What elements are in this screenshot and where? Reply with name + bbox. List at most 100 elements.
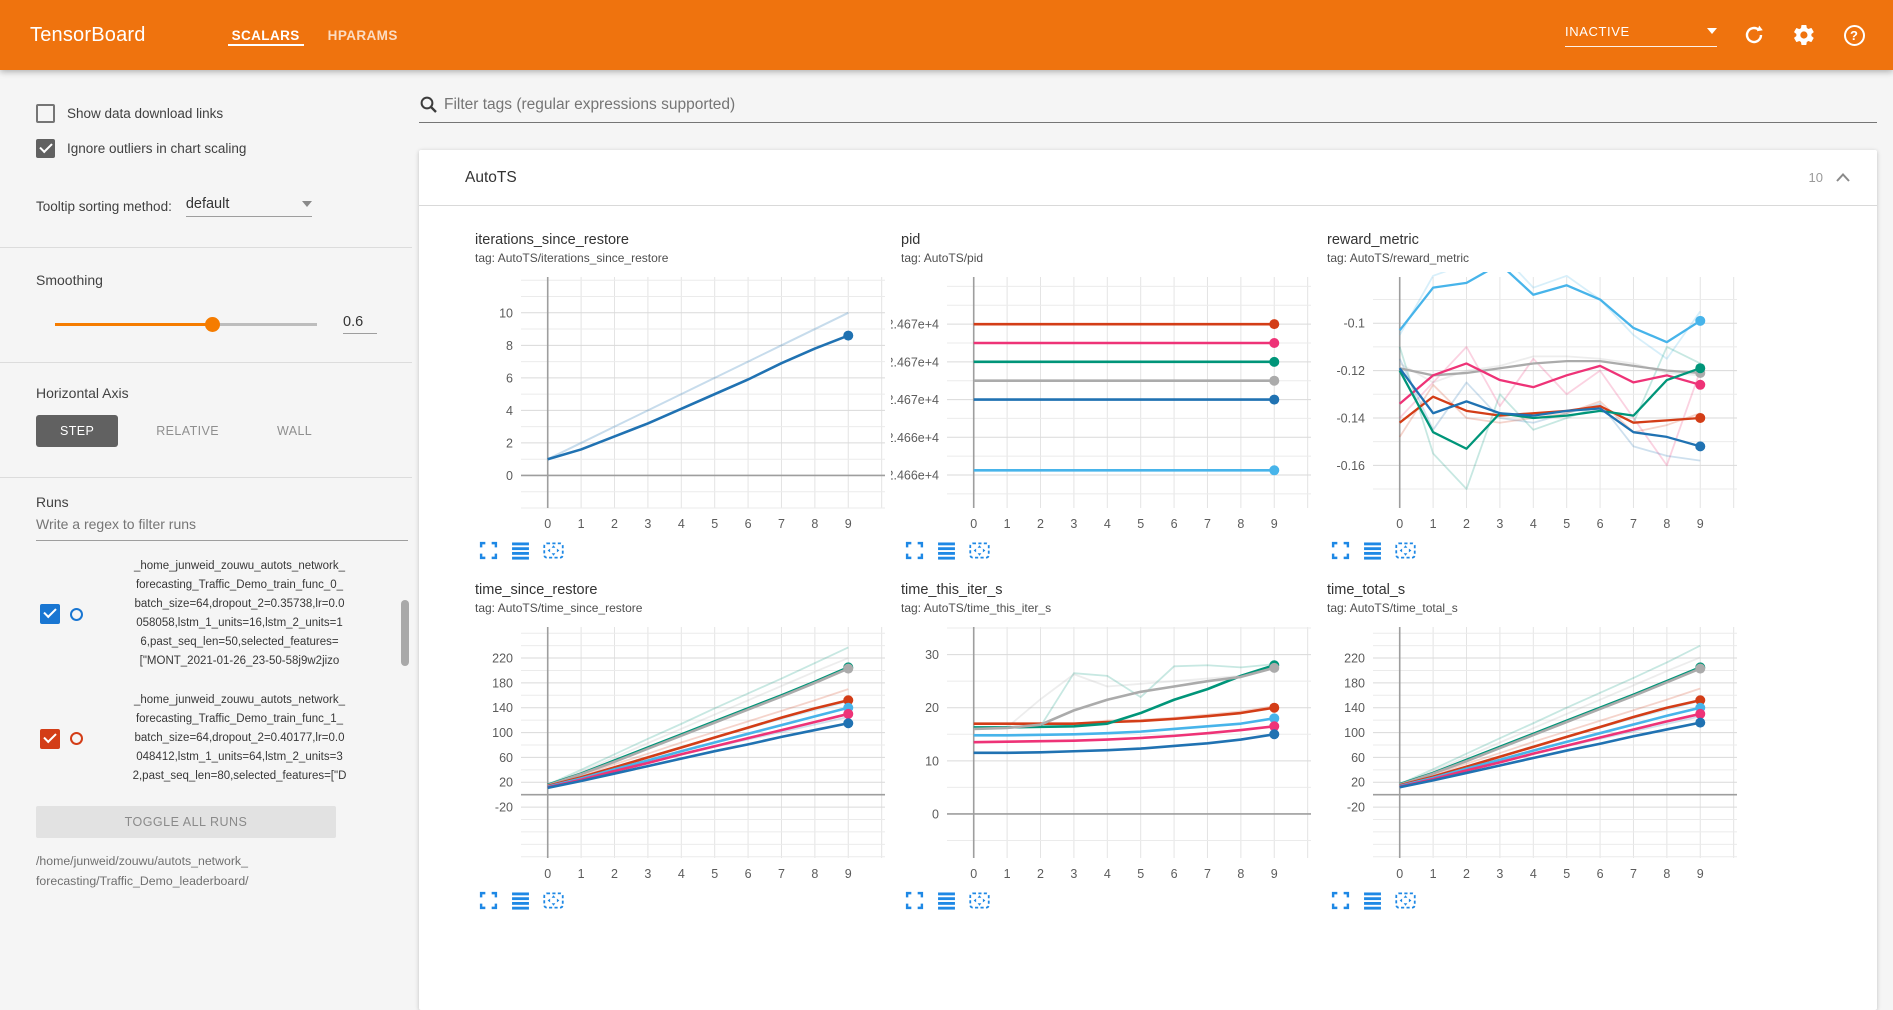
- svg-text:0: 0: [970, 517, 977, 531]
- svg-text:6: 6: [1171, 867, 1178, 881]
- tag-filter-input[interactable]: [444, 96, 1877, 114]
- tab-hparams[interactable]: HPARAMS: [314, 0, 412, 70]
- chart-plot-pid[interactable]: 2.467e+42.467e+42.467e+42.466e+42.466e+4…: [891, 272, 1315, 538]
- fit-domain-icon[interactable]: [969, 891, 990, 910]
- fit-domain-icon[interactable]: [543, 891, 564, 910]
- section-title: AutoTS: [465, 169, 517, 187]
- svg-text:7: 7: [1204, 517, 1211, 531]
- fullscreen-icon[interactable]: [905, 541, 924, 560]
- horizontal-axis-toggle: STEP RELATIVE WALL: [36, 415, 388, 447]
- chart-title: time_this_iter_s: [891, 582, 1317, 598]
- series-endpoint-run-gray: [1269, 376, 1279, 386]
- run-checkbox-icon[interactable]: [40, 604, 60, 624]
- tab-hparams-label: HPARAMS: [328, 28, 398, 43]
- run-item-1[interactable]: _home_junweid_zouwu_autots_network_forec…: [36, 691, 388, 786]
- svg-text:-20: -20: [1347, 801, 1365, 815]
- fit-domain-icon[interactable]: [1395, 541, 1416, 560]
- svg-text:3: 3: [1496, 517, 1503, 531]
- svg-text:0: 0: [506, 469, 513, 483]
- svg-text:8: 8: [1663, 867, 1670, 881]
- chevron-up-icon[interactable]: [1835, 172, 1851, 183]
- settings-gear-icon[interactable]: [1791, 22, 1817, 48]
- fullscreen-icon[interactable]: [479, 541, 498, 560]
- data-table-icon[interactable]: [1363, 891, 1382, 910]
- svg-text:0: 0: [1396, 867, 1403, 881]
- svg-text:7: 7: [1204, 867, 1211, 881]
- svg-text:60: 60: [499, 751, 513, 765]
- svg-text:4: 4: [678, 517, 685, 531]
- sidebar-scrollbar[interactable]: [401, 600, 409, 666]
- chart-tag: tag: AutoTS/iterations_since_restore: [465, 251, 891, 265]
- axis-wall-button[interactable]: WALL: [257, 415, 332, 447]
- run-radio-icon[interactable]: [70, 608, 83, 621]
- smoothing-value-field[interactable]: 0.6: [343, 314, 377, 334]
- chart-tag: tag: AutoTS/time_this_iter_s: [891, 601, 1317, 615]
- fit-domain-icon[interactable]: [969, 541, 990, 560]
- section-header[interactable]: AutoTS 10: [419, 150, 1877, 206]
- svg-text:2.467e+4: 2.467e+4: [891, 393, 939, 407]
- show-download-links-label: Show data download links: [67, 106, 223, 121]
- run-item-0[interactable]: _home_junweid_zouwu_autots_network_forec…: [36, 557, 388, 671]
- data-table-icon[interactable]: [511, 541, 530, 560]
- chart-title: time_since_restore: [465, 582, 891, 598]
- svg-text:1: 1: [578, 517, 585, 531]
- show-download-links-checkbox-row[interactable]: Show data download links: [36, 104, 388, 123]
- toggle-all-runs-button[interactable]: TOGGLE ALL RUNS: [36, 806, 336, 838]
- refresh-icon[interactable]: [1741, 22, 1767, 48]
- tooltip-sorting-dropdown[interactable]: default: [186, 196, 312, 217]
- series-endpoint-gray: [1269, 663, 1279, 673]
- checkbox-checked-icon[interactable]: [36, 139, 55, 158]
- status-dropdown[interactable]: INACTIVE: [1565, 24, 1717, 47]
- chart-title: time_total_s: [1317, 582, 1743, 598]
- svg-text:2: 2: [1037, 517, 1044, 531]
- series-endpoint-cyan: [1695, 316, 1705, 326]
- svg-text:4: 4: [1104, 867, 1111, 881]
- fullscreen-icon[interactable]: [1331, 541, 1350, 560]
- series-cyan: [548, 708, 849, 787]
- slider-thumb[interactable]: [205, 317, 220, 332]
- svg-text:9: 9: [1697, 867, 1704, 881]
- series-endpoint-gray: [1695, 664, 1705, 674]
- svg-text:6: 6: [1171, 517, 1178, 531]
- svg-text:8: 8: [506, 339, 513, 353]
- data-table-icon[interactable]: [937, 891, 956, 910]
- fit-domain-icon[interactable]: [543, 541, 564, 560]
- svg-text:8: 8: [1237, 867, 1244, 881]
- series-endpoint-run-pink: [1269, 338, 1279, 348]
- logdir-path: /home/junweid/zouwu/autots_network_ fore…: [36, 851, 388, 891]
- search-icon: [419, 95, 438, 114]
- tab-scalars[interactable]: SCALARS: [218, 0, 314, 70]
- fit-domain-icon[interactable]: [1395, 891, 1416, 910]
- data-table-icon[interactable]: [937, 541, 956, 560]
- data-table-icon[interactable]: [511, 891, 530, 910]
- axis-relative-button[interactable]: RELATIVE: [136, 415, 239, 447]
- svg-text:3: 3: [1070, 517, 1077, 531]
- checkbox-unchecked-icon[interactable]: [36, 104, 55, 123]
- svg-text:9: 9: [1697, 517, 1704, 531]
- svg-text:0: 0: [932, 807, 939, 821]
- series-endpoint-pink: [843, 709, 853, 719]
- smoothing-slider[interactable]: [55, 317, 317, 331]
- axis-step-button[interactable]: STEP: [36, 415, 118, 447]
- svg-text:2: 2: [1037, 867, 1044, 881]
- fullscreen-icon[interactable]: [479, 891, 498, 910]
- help-icon[interactable]: ?: [1841, 22, 1867, 48]
- svg-text:1: 1: [578, 867, 585, 881]
- data-table-icon[interactable]: [1363, 541, 1382, 560]
- series-raw-gray: [548, 658, 849, 785]
- ignore-outliers-checkbox-row[interactable]: Ignore outliers in chart scaling: [36, 139, 388, 158]
- fullscreen-icon[interactable]: [1331, 891, 1350, 910]
- fullscreen-icon[interactable]: [905, 891, 924, 910]
- runs-regex-input[interactable]: [36, 510, 408, 541]
- run-radio-icon[interactable]: [70, 732, 83, 745]
- run-checkbox-icon[interactable]: [40, 729, 60, 749]
- run-name: _home_junweid_zouwu_autots_network_forec…: [91, 691, 388, 786]
